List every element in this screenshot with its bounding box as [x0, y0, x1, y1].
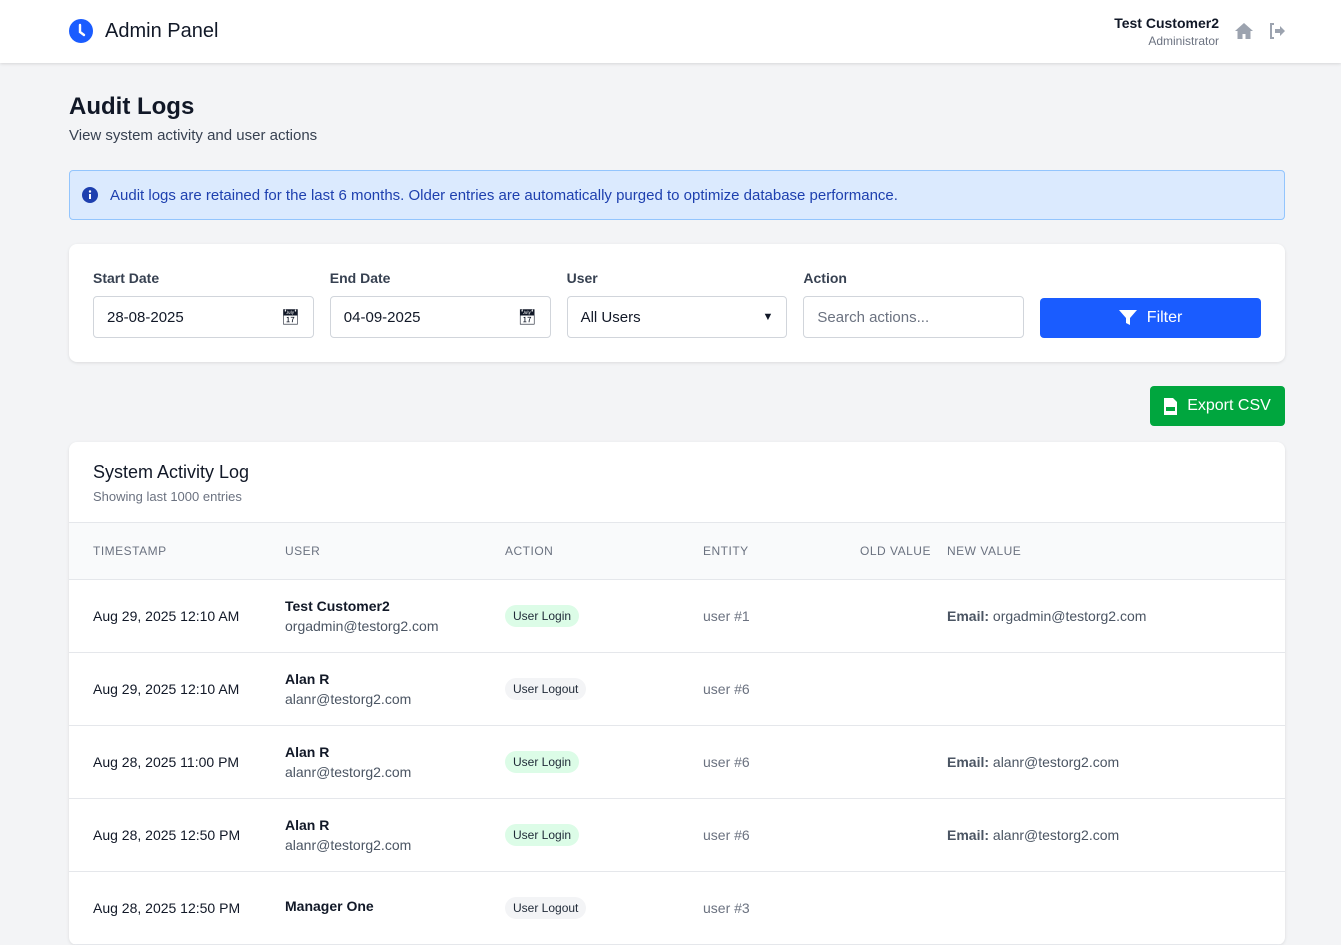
filter-label: Filter [1146, 309, 1183, 326]
table-row[interactable]: Aug 29, 2025 12:10 AM Test Customer2 orga… [69, 580, 1285, 653]
user-select-value: All Users [580, 308, 641, 326]
start-date-label: Start Date [93, 270, 160, 286]
end-date-label: End Date [329, 270, 391, 286]
filter-card: Start Date 28-08-2025 📅︎ End Date 04-09-2… [69, 244, 1285, 362]
top-nav: Admin Panel Test Customer2 Administrator [0, 0, 1341, 63]
user-cell: Test Customer2 orgadmin@testorg2.com [285, 598, 505, 634]
action-badge: User Login [505, 605, 580, 627]
user-name: Manager One [285, 898, 374, 914]
entity: user #1 [703, 608, 750, 624]
brand[interactable]: Admin Panel [69, 19, 218, 43]
user-email: alanr@testorg2.com [285, 837, 412, 853]
start-date-value: 28-08-2025 [107, 308, 184, 326]
col-action: Action [505, 544, 554, 558]
start-date-input[interactable]: 28-08-2025 📅︎ [93, 296, 314, 338]
new-value-key: Email: [947, 608, 990, 624]
log-subtitle: Showing last 1000 entries [93, 489, 242, 504]
new-value-text: orgadmin@testorg2.com [992, 608, 1147, 624]
action-badge: User Logout [505, 678, 587, 700]
col-user: User [285, 544, 321, 558]
new-value-key: Email: [947, 754, 990, 770]
filter-icon [1118, 310, 1137, 325]
user-cell: Manager One [285, 898, 505, 918]
new-value-text: alanr@testorg2.com [992, 754, 1120, 770]
user-label: User [566, 270, 598, 286]
export-label: Export CSV [1187, 397, 1271, 414]
new-value: Email: alanr@testorg2.com [947, 827, 1285, 843]
new-value: Email: alanr@testorg2.com [947, 754, 1285, 770]
end-date-input[interactable]: 04-09-2025 📅︎ [329, 296, 551, 338]
user-cell: Alan R alanr@testorg2.com [285, 817, 505, 853]
table-row[interactable]: Aug 28, 2025 12:50 PM Manager One User L… [69, 872, 1285, 945]
clock-icon [69, 19, 93, 43]
entity: user #3 [703, 900, 750, 916]
table-row[interactable]: Aug 28, 2025 12:50 PM Alan R alanr@testor… [69, 799, 1285, 872]
csv-file-icon [1164, 397, 1178, 415]
user-cell: Alan R alanr@testorg2.com [285, 671, 505, 707]
page-title: Audit Logs [69, 93, 195, 120]
entity: user #6 [703, 754, 750, 770]
entity: user #6 [703, 827, 750, 843]
entity: user #6 [703, 681, 750, 697]
col-timestamp: Timestamp [93, 544, 167, 558]
user-email: alanr@testorg2.com [285, 691, 412, 707]
calendar-icon[interactable]: 📅︎ [280, 309, 300, 326]
action-badge: User Logout [505, 897, 587, 919]
user-name: Alan R [285, 817, 330, 833]
table-row[interactable]: Aug 28, 2025 11:00 PM Alan R alanr@testor… [69, 726, 1285, 799]
col-entity: Entity [703, 544, 749, 558]
filter-button[interactable]: Filter [1040, 298, 1261, 338]
user-name: Test Customer2 [1114, 15, 1219, 31]
user-role: Administrator [1148, 34, 1219, 48]
timestamp: Aug 28, 2025 12:50 PM [93, 827, 241, 843]
timestamp: Aug 29, 2025 12:10 AM [93, 608, 240, 624]
page-subtitle: View system activity and user actions [69, 127, 318, 144]
new-value-text: alanr@testorg2.com [992, 827, 1120, 843]
activity-log-card: System Activity Log Showing last 1000 en… [69, 442, 1285, 945]
action-badge: User Login [505, 751, 580, 773]
user-name: Alan R [285, 671, 330, 687]
user-email: orgadmin@testorg2.com [285, 618, 439, 634]
col-new-value: New Value [947, 544, 1022, 558]
new-value: Email: orgadmin@testorg2.com [947, 608, 1285, 624]
table-row[interactable]: Aug 29, 2025 12:10 AM Alan R alanr@testor… [69, 653, 1285, 726]
app-title: Admin Panel [105, 19, 219, 42]
info-icon [82, 187, 98, 203]
home-icon[interactable] [1234, 22, 1254, 40]
info-alert: Audit logs are retained for the last 6 m… [69, 170, 1285, 220]
user-info: Test Customer2 Administrator [1114, 15, 1219, 48]
table-header: Timestamp User Action Entity Old Value N… [69, 523, 1285, 580]
logout-icon[interactable] [1268, 22, 1286, 40]
end-date-value: 04-09-2025 [343, 308, 421, 326]
alert-text: Audit logs are retained for the last 6 m… [110, 186, 898, 204]
action-badge: User Login [505, 824, 580, 846]
user-cell: Alan R alanr@testorg2.com [285, 744, 505, 780]
new-value-key: Email: [947, 827, 990, 843]
timestamp: Aug 28, 2025 12:50 PM [93, 900, 241, 916]
chevron-down-icon: ▼ [762, 311, 774, 323]
export-csv-button[interactable]: Export CSV [1150, 386, 1285, 426]
timestamp: Aug 28, 2025 11:00 PM [93, 754, 240, 770]
action-label: Action [803, 270, 847, 286]
user-select[interactable]: All Users ▼ [566, 296, 788, 338]
action-placeholder: Search actions... [817, 308, 930, 326]
timestamp: Aug 29, 2025 12:10 AM [93, 681, 240, 697]
action-search-input[interactable]: Search actions... [803, 296, 1025, 338]
log-title: System Activity Log [93, 462, 250, 482]
user-name: Alan R [285, 744, 330, 760]
col-old-value: Old Value [860, 544, 931, 558]
user-name: Test Customer2 [285, 598, 390, 614]
calendar-icon[interactable]: 📅︎ [517, 309, 537, 326]
user-email: alanr@testorg2.com [285, 764, 412, 780]
